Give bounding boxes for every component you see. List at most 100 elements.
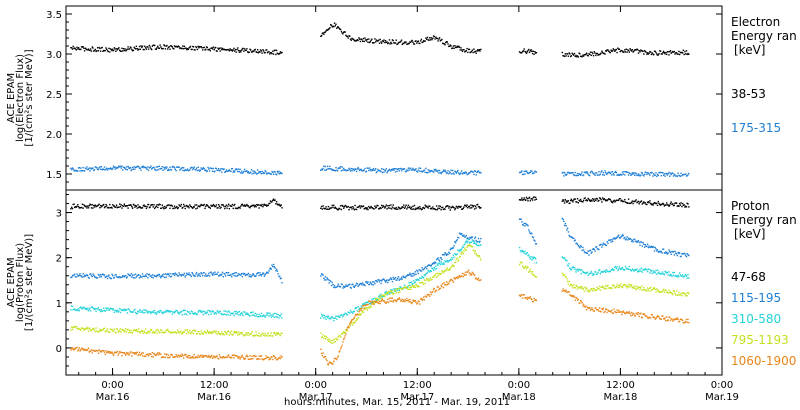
data-point — [343, 285, 345, 287]
data-point — [96, 308, 98, 310]
data-point — [524, 173, 526, 175]
data-point — [347, 311, 349, 313]
data-point — [613, 237, 615, 239]
data-point — [571, 200, 573, 202]
data-point — [132, 49, 135, 52]
data-point — [264, 358, 266, 360]
data-point — [522, 265, 524, 267]
data-point — [78, 347, 80, 349]
data-point — [456, 253, 458, 255]
data-point — [432, 290, 434, 293]
data-point — [176, 205, 178, 208]
data-point — [223, 334, 225, 336]
data-point — [279, 51, 282, 53]
data-point — [634, 49, 637, 51]
data-point — [636, 312, 638, 314]
data-point — [130, 47, 132, 49]
data-point — [677, 205, 679, 207]
data-point — [271, 264, 273, 266]
data-point — [235, 168, 237, 170]
data-point — [580, 173, 582, 175]
data-point — [153, 352, 155, 355]
data-point — [190, 206, 192, 208]
data-point — [480, 259, 482, 261]
data-point — [343, 313, 346, 315]
data-point — [470, 274, 473, 276]
data-point — [667, 252, 669, 254]
data-point — [644, 289, 646, 291]
data-point — [458, 249, 460, 251]
data-point — [387, 301, 390, 304]
data-point — [263, 334, 266, 337]
data-point — [467, 172, 470, 175]
data-point — [208, 314, 210, 316]
data-point — [333, 284, 336, 287]
data-point — [156, 353, 158, 355]
data-point — [616, 174, 618, 176]
data-point — [615, 171, 618, 174]
data-point — [374, 205, 376, 207]
data-point — [608, 239, 611, 241]
data-point — [650, 51, 652, 53]
data-point — [638, 241, 640, 244]
data-point — [370, 170, 372, 172]
data-point — [246, 203, 248, 206]
data-point — [646, 315, 648, 318]
data-point — [326, 315, 328, 317]
data-point — [81, 203, 84, 205]
data-point — [82, 327, 84, 329]
data-point — [107, 307, 109, 310]
data-point — [254, 48, 256, 51]
data-point — [121, 354, 123, 357]
data-point — [375, 206, 378, 208]
data-point — [417, 206, 419, 209]
data-point — [177, 331, 179, 333]
data-point — [99, 47, 101, 50]
data-point — [111, 273, 113, 275]
data-point — [639, 268, 641, 271]
data-point — [106, 328, 109, 330]
data-point — [163, 205, 166, 208]
data-point — [631, 49, 634, 51]
data-point — [231, 354, 234, 357]
data-point — [448, 280, 451, 283]
data-point — [204, 275, 206, 277]
data-point — [123, 276, 125, 278]
data-point — [575, 201, 577, 203]
data-point — [632, 51, 634, 53]
data-point — [456, 206, 458, 208]
data-point — [246, 170, 248, 172]
data-point — [280, 355, 282, 357]
data-point — [280, 277, 282, 279]
data-point — [565, 276, 567, 278]
data-point — [170, 353, 172, 356]
data-point — [675, 318, 677, 320]
data-point — [327, 168, 330, 170]
data-point — [432, 269, 435, 271]
data-point — [71, 347, 73, 350]
data-point — [269, 357, 271, 359]
data-point — [219, 356, 221, 358]
data-point — [227, 205, 229, 207]
data-point — [243, 168, 246, 171]
data-point — [96, 349, 98, 352]
data-point — [446, 172, 448, 174]
data-point — [333, 286, 335, 289]
data-point — [151, 167, 154, 169]
data-point — [368, 306, 370, 308]
data-point — [426, 272, 428, 275]
data-point — [198, 169, 200, 171]
data-point — [122, 275, 125, 277]
data-point — [211, 48, 214, 50]
data-point — [618, 309, 620, 312]
data-point — [437, 285, 439, 288]
data-point — [646, 201, 649, 203]
data-point — [672, 293, 674, 296]
data-point — [655, 51, 657, 54]
data-point — [471, 204, 474, 207]
data-point — [350, 320, 352, 322]
data-point — [477, 170, 479, 172]
data-point — [534, 257, 536, 259]
data-point — [147, 310, 150, 313]
data-point — [612, 238, 614, 240]
